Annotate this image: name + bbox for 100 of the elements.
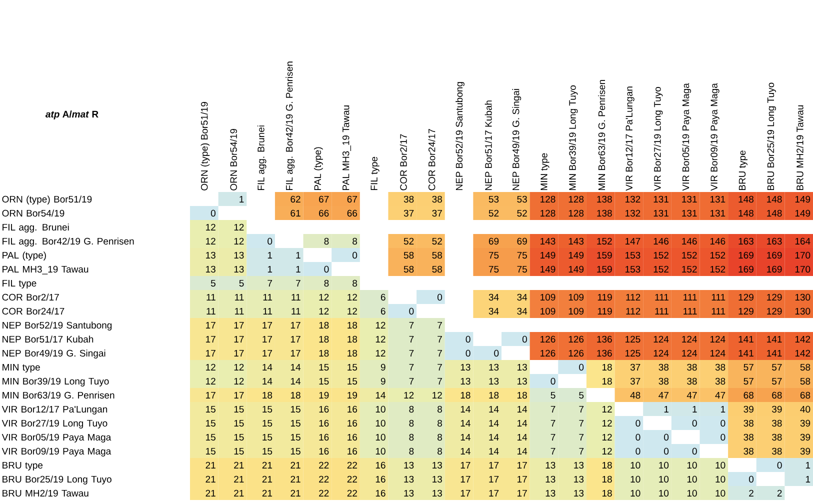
data-label: 130 [795, 308, 810, 315]
x-tick-label: FIL agg. Bor42/19 G. Penrisen [286, 62, 295, 190]
data-label: 13 [518, 378, 527, 385]
data-label: 7 [409, 336, 414, 342]
data-label: 7 [438, 336, 442, 342]
data-label: 15 [290, 434, 300, 441]
data-label: 10 [659, 490, 669, 497]
data-label: 129 [767, 308, 782, 315]
data-label: 17 [489, 490, 499, 496]
data-label: 17 [234, 350, 244, 356]
data-label: 143 [540, 238, 556, 245]
data-label: 58 [800, 364, 810, 371]
data-label: 11 [206, 294, 216, 300]
data-label: 7 [579, 420, 584, 426]
data-label: 0 [777, 462, 782, 469]
data-label: 18 [348, 336, 358, 343]
x-tick-label: COR Bor24/17 [428, 128, 436, 190]
data-label: 0 [636, 420, 640, 427]
data-label: 169 [738, 266, 754, 273]
data-label: 17 [262, 322, 272, 328]
data-label: 12 [319, 308, 329, 314]
data-label: 152 [682, 266, 697, 273]
data-label: 16 [319, 448, 329, 455]
data-label: 14 [518, 434, 528, 440]
data-label: 18 [262, 392, 272, 399]
data-label: 22 [319, 476, 329, 482]
x-tick-label: BRU type [738, 150, 748, 190]
data-label: 149 [795, 196, 810, 203]
data-label: 124 [710, 336, 726, 342]
data-label: 8 [409, 434, 414, 441]
data-label: 152 [710, 252, 726, 259]
data-label: 141 [738, 336, 754, 342]
data-label: 130 [795, 294, 810, 301]
data-label: 0 [720, 420, 726, 427]
data-label: 10 [687, 476, 697, 483]
x-tick-label: VIR Bor12/17 Pa'Lungan [626, 86, 634, 191]
data-label: 5 [550, 392, 556, 399]
data-label: 10 [687, 490, 697, 497]
data-label: 39 [800, 420, 810, 427]
data-label: 8 [352, 238, 358, 245]
data-label: 14 [290, 364, 301, 370]
data-label: 10 [376, 406, 386, 413]
data-label: 111 [655, 308, 668, 314]
data-label: 0 [324, 266, 329, 273]
data-label: 13 [574, 462, 584, 469]
data-label: 38 [744, 434, 754, 441]
data-label: 126 [540, 336, 556, 343]
data-label: 0 [466, 336, 470, 343]
data-label: 15 [262, 434, 272, 441]
data-label: 132 [626, 210, 640, 217]
data-label: 7 [579, 406, 584, 412]
data-label: 52 [432, 238, 442, 245]
data-label: 12 [602, 434, 612, 440]
data-label: 7 [268, 280, 272, 286]
data-label: 152 [682, 252, 697, 259]
data-label: 10 [659, 476, 669, 483]
data-label: 7 [438, 378, 442, 384]
data-label: 169 [738, 252, 754, 259]
data-label: 7 [550, 420, 556, 426]
data-label: 124 [654, 350, 669, 356]
data-label: 1 [296, 252, 300, 258]
data-label: 149 [540, 266, 556, 273]
data-label: 163 [767, 238, 782, 245]
data-label: 34 [517, 308, 528, 315]
data-label: 10 [687, 462, 697, 469]
data-label: 18 [602, 476, 612, 483]
data-label: 8 [324, 280, 329, 287]
data-label: 52 [488, 210, 499, 217]
data-label: 0 [437, 294, 442, 301]
data-label: 148 [767, 196, 782, 203]
data-label: 10 [716, 476, 726, 483]
data-label: 47 [715, 392, 726, 398]
data-label: 18 [348, 350, 358, 357]
data-label: 1 [692, 406, 697, 412]
x-tick-label: NEP Bor49/19 G. Singai [512, 88, 522, 190]
data-label: 8 [438, 434, 442, 441]
data-label: 141 [767, 350, 782, 356]
data-label: 12 [376, 336, 386, 342]
data-label: 131 [710, 210, 726, 217]
data-label: 17 [234, 392, 244, 398]
x-tick-label: ORN (type) Bor51/19 [200, 102, 210, 190]
data-label: 124 [682, 350, 697, 356]
data-label: 14 [489, 406, 499, 412]
data-label: 12 [319, 294, 329, 300]
data-label: 37 [404, 210, 414, 217]
data-label: 159 [597, 266, 612, 273]
data-label: 153 [626, 266, 640, 273]
data-label: 12 [234, 378, 244, 384]
data-label: 37 [630, 378, 640, 385]
x-tick-label: VIR Bor09/19 Paya Maga [710, 83, 720, 191]
data-label: 111 [712, 294, 726, 300]
data-label: 10 [376, 434, 386, 441]
data-label: 69 [517, 238, 527, 245]
x-tick-label: FIL type [370, 156, 380, 190]
data-label: 39 [744, 406, 754, 413]
data-label: 18 [602, 364, 612, 371]
data-label: 12 [432, 392, 442, 398]
data-label: 13 [234, 252, 244, 259]
data-label: 12 [206, 238, 216, 244]
data-label: 57 [772, 364, 782, 371]
